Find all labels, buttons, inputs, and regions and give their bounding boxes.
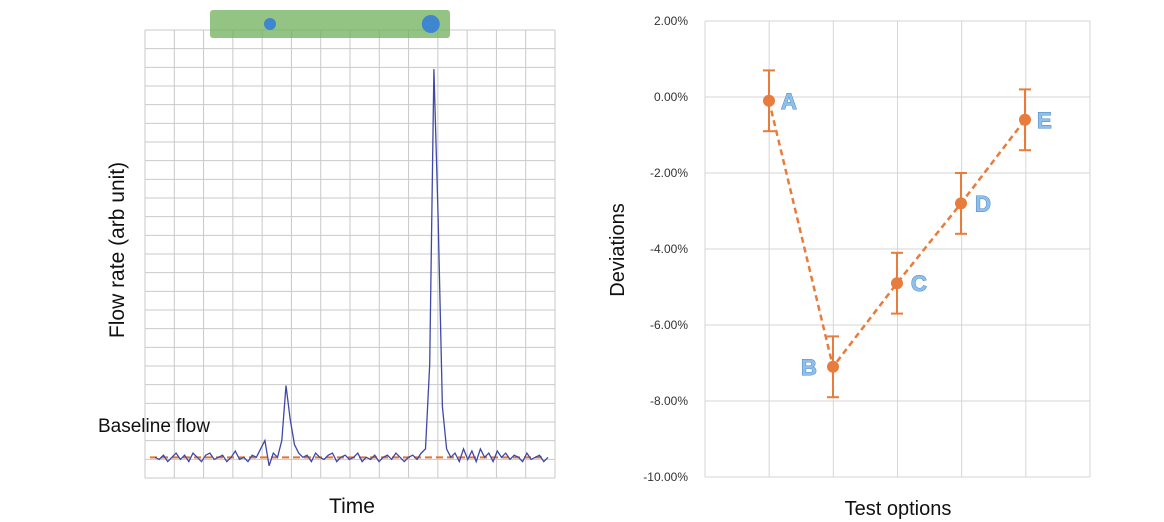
- indicator-bubble: [264, 18, 276, 30]
- data-point-a: [763, 94, 775, 107]
- data-point-b: [827, 360, 839, 373]
- point-label-a: A: [781, 89, 797, 114]
- data-point-e: [1019, 113, 1031, 126]
- deviation-series-line: [767, 100, 1026, 370]
- deviation-points: [763, 94, 1031, 373]
- left-x-axis-title: Time: [329, 495, 375, 518]
- data-point-c: [891, 277, 903, 290]
- deviation-point-labels: A B C D E: [781, 88, 1053, 380]
- deviation-chart: 2.00% 0.00% -2.00% -4.00% -6.00% -8.00% -10.00…: [607, 14, 1091, 520]
- point-label-d: D: [975, 191, 991, 216]
- y-tick-label: -10.00%: [643, 470, 688, 484]
- indicator-bubble: [421, 15, 440, 33]
- flow-series-line: [154, 69, 549, 467]
- y-tick-label: -6.00%: [650, 318, 688, 332]
- y-tick-label: -8.00%: [650, 394, 688, 408]
- y-tick-label: 2.00%: [654, 14, 688, 28]
- deviation-y-ticks: 2.00% 0.00% -2.00% -4.00% -6.00% -8.00% -10.00…: [643, 14, 688, 484]
- y-tick-label: -2.00%: [650, 166, 688, 180]
- indicator-bar-rect: [210, 10, 450, 38]
- y-tick-label: 0.00%: [654, 90, 688, 104]
- point-label-e: E: [1037, 108, 1052, 133]
- point-label-b: B: [801, 355, 817, 380]
- left-y-axis-title: Flow rate (arb unit): [106, 162, 129, 338]
- y-tick-label: -4.00%: [650, 242, 688, 256]
- baseline-flow-label: Baseline flow: [98, 416, 210, 437]
- flow-rate-chart: Baseline flow Time Flow rate (arb unit): [98, 10, 556, 518]
- point-label-c: C: [911, 271, 927, 296]
- indicator-bar: [210, 10, 450, 38]
- data-point-d: [955, 197, 967, 210]
- right-x-axis-title: Test options: [845, 498, 952, 520]
- right-y-axis-title: Deviations: [607, 203, 629, 296]
- deviation-grid: [704, 20, 1091, 478]
- flow-grid: [144, 29, 556, 479]
